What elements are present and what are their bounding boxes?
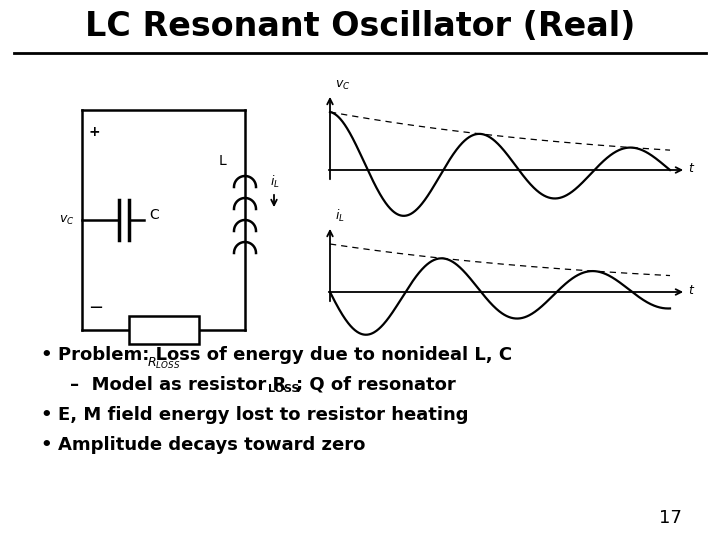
Text: Amplitude decays toward zero: Amplitude decays toward zero [58,436,365,454]
Text: E, M field energy lost to resistor heating: E, M field energy lost to resistor heati… [58,406,469,424]
Text: t: t [688,284,693,296]
Text: •: • [40,406,52,424]
Text: −: − [88,299,103,317]
Text: •: • [40,436,52,454]
Text: •: • [40,346,52,364]
Text: +: + [88,125,99,139]
Text: ; Q of resonator: ; Q of resonator [296,376,456,394]
Text: $v_C$: $v_C$ [335,79,351,92]
Text: L: L [219,154,227,168]
Text: Problem: Loss of energy due to nonideal L, C: Problem: Loss of energy due to nonideal … [58,346,512,364]
Text: t: t [688,161,693,174]
Text: $v_C$: $v_C$ [58,213,74,227]
FancyBboxPatch shape [128,316,199,344]
Text: 17: 17 [659,509,681,527]
Text: LOSS: LOSS [268,384,300,394]
Text: $R_{LOSS}$: $R_{LOSS}$ [147,356,180,371]
Text: $i_L$: $i_L$ [270,174,280,190]
Text: LC Resonant Oscillator (Real): LC Resonant Oscillator (Real) [85,10,635,44]
Text: $i_L$: $i_L$ [335,208,345,224]
Text: C: C [149,208,158,222]
Text: –  Model as resistor R: – Model as resistor R [70,376,287,394]
